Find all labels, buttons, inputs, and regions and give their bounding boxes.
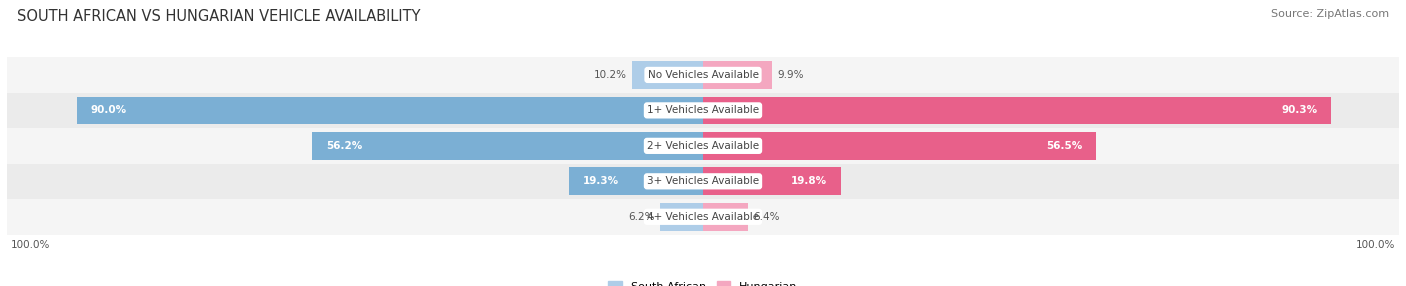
Text: 19.3%: 19.3% [582, 176, 619, 186]
Bar [703, 203, 748, 231]
Bar [7, 128, 1399, 164]
Text: 6.4%: 6.4% [754, 212, 779, 222]
Text: 10.2%: 10.2% [593, 70, 627, 80]
Bar [7, 164, 1399, 199]
Text: 56.2%: 56.2% [326, 141, 361, 151]
Bar [7, 93, 1399, 128]
Bar [7, 57, 1399, 93]
Text: Source: ZipAtlas.com: Source: ZipAtlas.com [1271, 9, 1389, 19]
Text: 4+ Vehicles Available: 4+ Vehicles Available [647, 212, 759, 222]
Text: SOUTH AFRICAN VS HUNGARIAN VEHICLE AVAILABILITY: SOUTH AFRICAN VS HUNGARIAN VEHICLE AVAIL… [17, 9, 420, 23]
Text: 100.0%: 100.0% [10, 240, 49, 250]
Text: 90.0%: 90.0% [90, 106, 127, 115]
Bar [7, 199, 1399, 235]
Bar [703, 132, 1097, 160]
Bar [659, 203, 703, 231]
Bar [312, 132, 703, 160]
Text: 19.8%: 19.8% [790, 176, 827, 186]
Bar [76, 97, 703, 124]
Bar [633, 61, 703, 89]
Text: 100.0%: 100.0% [1357, 240, 1396, 250]
Text: No Vehicles Available: No Vehicles Available [648, 70, 758, 80]
Bar [703, 168, 841, 195]
Text: 6.2%: 6.2% [628, 212, 654, 222]
Text: 1+ Vehicles Available: 1+ Vehicles Available [647, 106, 759, 115]
Text: 9.9%: 9.9% [778, 70, 804, 80]
Bar [703, 61, 772, 89]
Text: 3+ Vehicles Available: 3+ Vehicles Available [647, 176, 759, 186]
Bar [703, 97, 1331, 124]
Bar [568, 168, 703, 195]
Text: 56.5%: 56.5% [1046, 141, 1083, 151]
Legend: South African, Hungarian: South African, Hungarian [605, 277, 801, 286]
Text: 90.3%: 90.3% [1281, 106, 1317, 115]
Text: 2+ Vehicles Available: 2+ Vehicles Available [647, 141, 759, 151]
